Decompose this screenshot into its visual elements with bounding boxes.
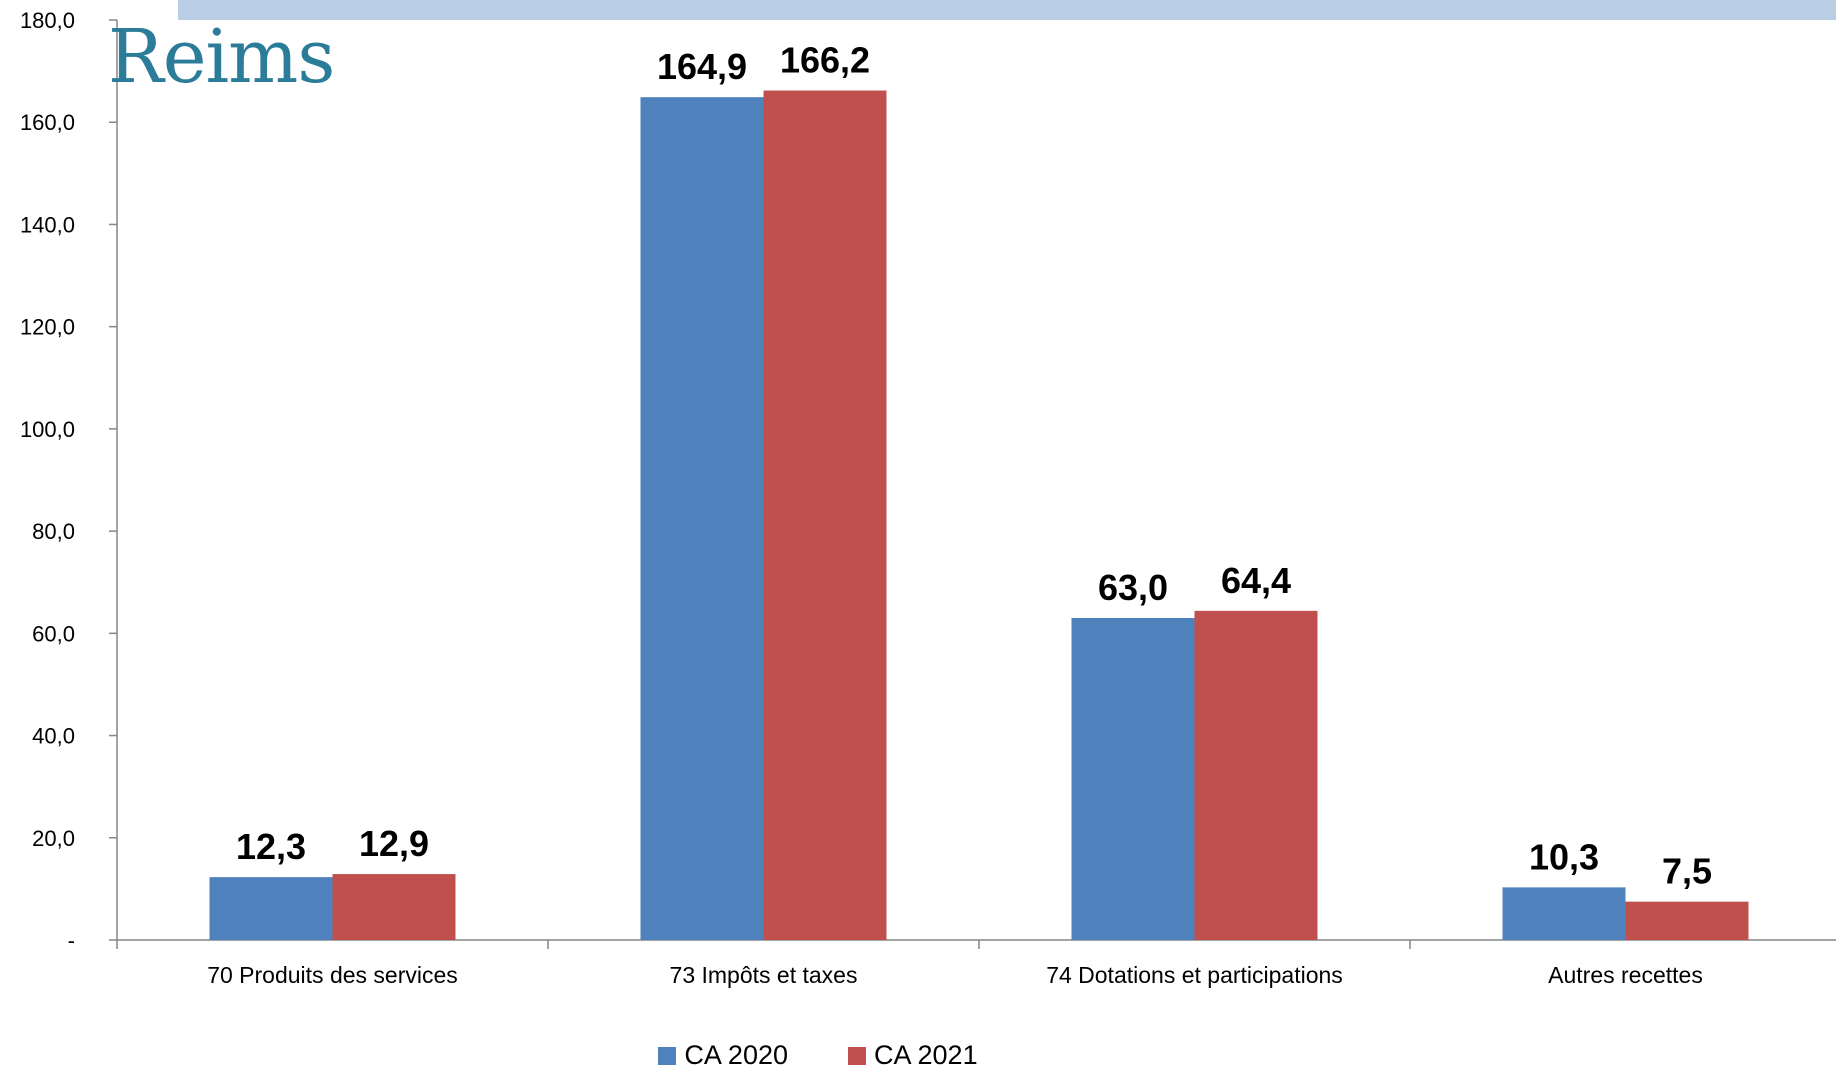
bar <box>1194 610 1318 940</box>
legend-label-ca2021: CA 2021 <box>874 1040 978 1070</box>
data-labels: 12,3 164,9 63,0 10,3 12,9 166,2 64,4 7,5 <box>236 40 1712 892</box>
bar <box>1502 887 1626 940</box>
x-category-label: 74 Dotations et participations <box>1046 962 1343 988</box>
y-tick-label: 20,0 <box>32 826 75 851</box>
y-tick-label: 160,0 <box>20 110 75 135</box>
data-label: 166,2 <box>780 40 870 81</box>
legend: CA 2020 CA 2021 <box>0 1040 1836 1071</box>
legend-swatch-ca2020 <box>658 1046 677 1065</box>
bar <box>209 877 333 940</box>
legend-swatch-ca2021 <box>848 1046 866 1065</box>
data-label: 12,3 <box>236 826 306 867</box>
legend-label-ca2020: CA 2020 <box>684 1040 788 1070</box>
x-category-label: 70 Produits des services <box>207 962 458 988</box>
y-tick-label: 140,0 <box>20 212 75 237</box>
y-tick-label: - <box>68 928 75 953</box>
y-tick-label: 100,0 <box>20 417 75 442</box>
bar <box>332 874 456 940</box>
data-label: 64,4 <box>1221 560 1291 601</box>
x-category-label: 73 Impôts et taxes <box>670 962 858 988</box>
data-label: 12,9 <box>359 823 429 864</box>
legend-item-ca2021: CA 2021 <box>848 1040 978 1071</box>
bar <box>1625 901 1749 940</box>
x-category-label: Autres recettes <box>1548 962 1703 988</box>
data-label: 7,5 <box>1662 851 1712 892</box>
y-axis: - 20,0 40,0 60,0 80,0 100,0 120,0 140,0 160,0 180… <box>20 8 118 953</box>
bars <box>209 90 1749 941</box>
data-label: 63,0 <box>1098 567 1168 608</box>
bar <box>640 97 764 940</box>
y-tick-label: 40,0 <box>32 724 75 749</box>
legend-item-ca2020: CA 2020 <box>658 1040 788 1071</box>
y-tick-label: 60,0 <box>32 621 75 646</box>
data-label: 164,9 <box>657 46 747 87</box>
y-tick-label: 120,0 <box>20 315 75 340</box>
x-axis: 70 Produits des services 73 Impôts et tax… <box>116 939 1836 988</box>
data-label: 10,3 <box>1529 836 1599 877</box>
bar <box>763 90 887 941</box>
bar <box>1071 618 1195 940</box>
y-tick-label: 180,0 <box>20 8 75 33</box>
header-band <box>178 0 1836 20</box>
y-tick-label: 80,0 <box>32 519 75 544</box>
reims-logo: Reims <box>108 14 335 100</box>
